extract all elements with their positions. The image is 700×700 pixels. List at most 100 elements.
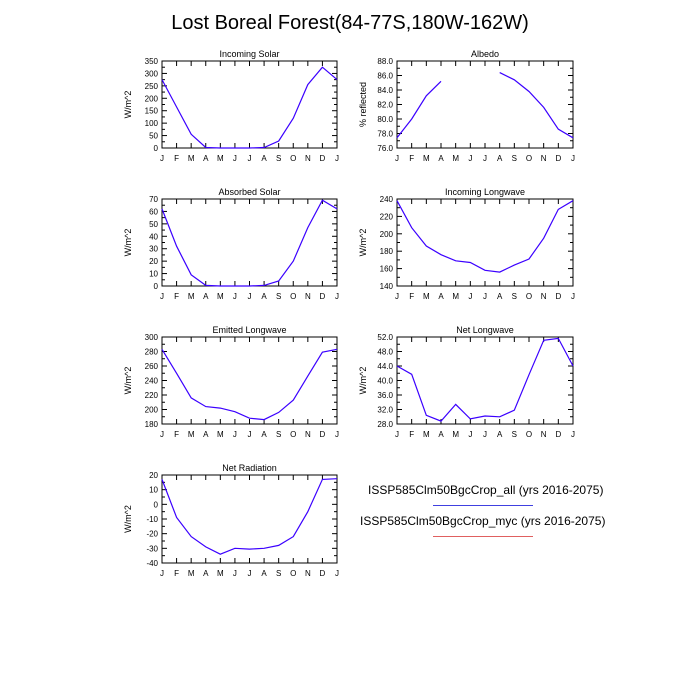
x-tick-label: J <box>468 292 472 301</box>
x-tick-label: O <box>290 569 296 578</box>
x-tick-label: S <box>276 154 281 163</box>
x-tick-label: M <box>188 292 195 301</box>
x-tick-label: S <box>512 292 517 301</box>
x-tick-label: J <box>233 430 237 439</box>
panel-title: Net Radiation <box>222 463 277 473</box>
chart-panel-4: Emitted Longwave W/m^2 180 200 220 240 260 280 3… <box>123 325 339 439</box>
y-tick-label: -40 <box>146 559 158 568</box>
legend-line-myc <box>433 536 533 537</box>
y-tick-label: 220 <box>380 212 394 221</box>
x-tick-label: F <box>409 292 414 301</box>
chart-panel-0: Incoming Solar W/m^2 0 50 100 150 200 250 300 350… <box>123 49 339 163</box>
y-tick-label: 70 <box>149 195 158 204</box>
x-tick-label: J <box>468 154 472 163</box>
x-tick-label: O <box>526 292 532 301</box>
x-tick-label: A <box>261 292 267 301</box>
y-tick-label: 200 <box>145 406 159 415</box>
x-tick-label: A <box>261 430 267 439</box>
plot-frame <box>396 60 574 149</box>
x-tick-label: M <box>188 154 195 163</box>
x-tick-label: D <box>555 154 561 163</box>
y-tick-label: 250 <box>145 82 159 91</box>
x-tick-label: O <box>290 430 296 439</box>
x-tick-label: J <box>335 154 339 163</box>
y-tick-label: 0 <box>154 144 159 153</box>
series-line-0-seg-0 <box>161 199 338 287</box>
x-tick-label: J <box>160 154 164 163</box>
y-tick-label: 180 <box>380 247 394 256</box>
panel-title: Incoming Solar <box>219 49 279 59</box>
y-tick-label: 260 <box>145 362 159 371</box>
x-tick-label: M <box>217 430 224 439</box>
main-title: Lost Boreal Forest(84-77S,180W-162W) <box>171 12 529 34</box>
x-tick-label: F <box>174 292 179 301</box>
y-tick-label: 32.0 <box>377 406 393 415</box>
x-tick-label: J <box>395 292 399 301</box>
x-tick-label: J <box>160 569 164 578</box>
x-tick-label: J <box>160 292 164 301</box>
panel-title: Emitted Longwave <box>212 325 286 335</box>
x-tick-label: D <box>555 430 561 439</box>
x-tick-label: J <box>233 154 237 163</box>
x-tick-label: N <box>305 569 311 578</box>
series-line-0-seg-0 <box>396 200 574 273</box>
y-tick-label: 82.0 <box>377 101 393 110</box>
y-tick-label: 78.0 <box>377 130 393 139</box>
y-tick-label: 100 <box>145 119 159 128</box>
x-tick-label: N <box>541 292 547 301</box>
legend-label-myc: ISSP585Clm50BgcCrop_myc (yrs 2016-2075) <box>360 514 606 528</box>
x-tick-label: A <box>438 430 444 439</box>
x-tick-label: M <box>452 292 459 301</box>
y-tick-label: 86.0 <box>377 72 393 81</box>
y-tick-label: 76.0 <box>377 144 393 153</box>
x-tick-label: A <box>203 430 209 439</box>
y-tick-label: 140 <box>380 282 394 291</box>
x-tick-label: A <box>203 292 209 301</box>
y-tick-label: 220 <box>145 391 159 400</box>
x-tick-label: J <box>483 154 487 163</box>
x-tick-label: F <box>174 569 179 578</box>
series-line-0-seg-0 <box>396 337 574 422</box>
y-axis-label: W/m^2 <box>123 505 133 533</box>
x-tick-label: J <box>233 569 237 578</box>
y-tick-label: 0 <box>154 500 159 509</box>
y-tick-label: 50 <box>149 220 158 229</box>
x-tick-label: M <box>423 154 430 163</box>
x-tick-label: F <box>174 154 179 163</box>
x-tick-label: J <box>395 430 399 439</box>
x-tick-label: D <box>320 430 326 439</box>
y-tick-label: 300 <box>145 333 159 342</box>
y-tick-label: 150 <box>145 107 159 116</box>
y-tick-label: 280 <box>145 348 159 357</box>
y-tick-label: 10 <box>149 486 158 495</box>
x-tick-label: J <box>233 292 237 301</box>
plot-frame <box>161 60 338 149</box>
y-tick-label: 240 <box>145 377 159 386</box>
y-tick-label: 40.0 <box>377 377 393 386</box>
y-tick-label: 40 <box>149 232 158 241</box>
x-tick-label: J <box>571 430 575 439</box>
y-tick-label: 60 <box>149 207 158 216</box>
plot-frame <box>161 198 338 287</box>
x-tick-label: J <box>571 154 575 163</box>
series-line-0-seg-1 <box>499 72 574 139</box>
legend-line-all <box>433 505 533 506</box>
chart-panel-5: Net Longwave W/m^2 28.0 32.0 36.0 40.0 44.0 48.… <box>358 325 575 439</box>
chart-panel-1: Albedo % reflected 76.0 78.0 80.0 82.0 84.0 86.… <box>358 49 575 163</box>
y-tick-label: 20 <box>149 257 158 266</box>
x-tick-label: M <box>188 569 195 578</box>
y-tick-label: 160 <box>380 265 394 274</box>
y-tick-label: 84.0 <box>377 86 393 95</box>
x-tick-label: F <box>409 430 414 439</box>
panel-title: Absorbed Solar <box>218 187 280 197</box>
x-tick-label: D <box>320 569 326 578</box>
y-tick-label: 180 <box>145 420 159 429</box>
x-tick-label: D <box>555 292 561 301</box>
x-tick-label: J <box>335 569 339 578</box>
x-tick-label: N <box>305 292 311 301</box>
y-axis-label: W/m^2 <box>123 229 133 257</box>
y-axis-label: W/m^2 <box>123 367 133 395</box>
x-tick-label: J <box>248 430 252 439</box>
x-tick-label: A <box>261 154 267 163</box>
